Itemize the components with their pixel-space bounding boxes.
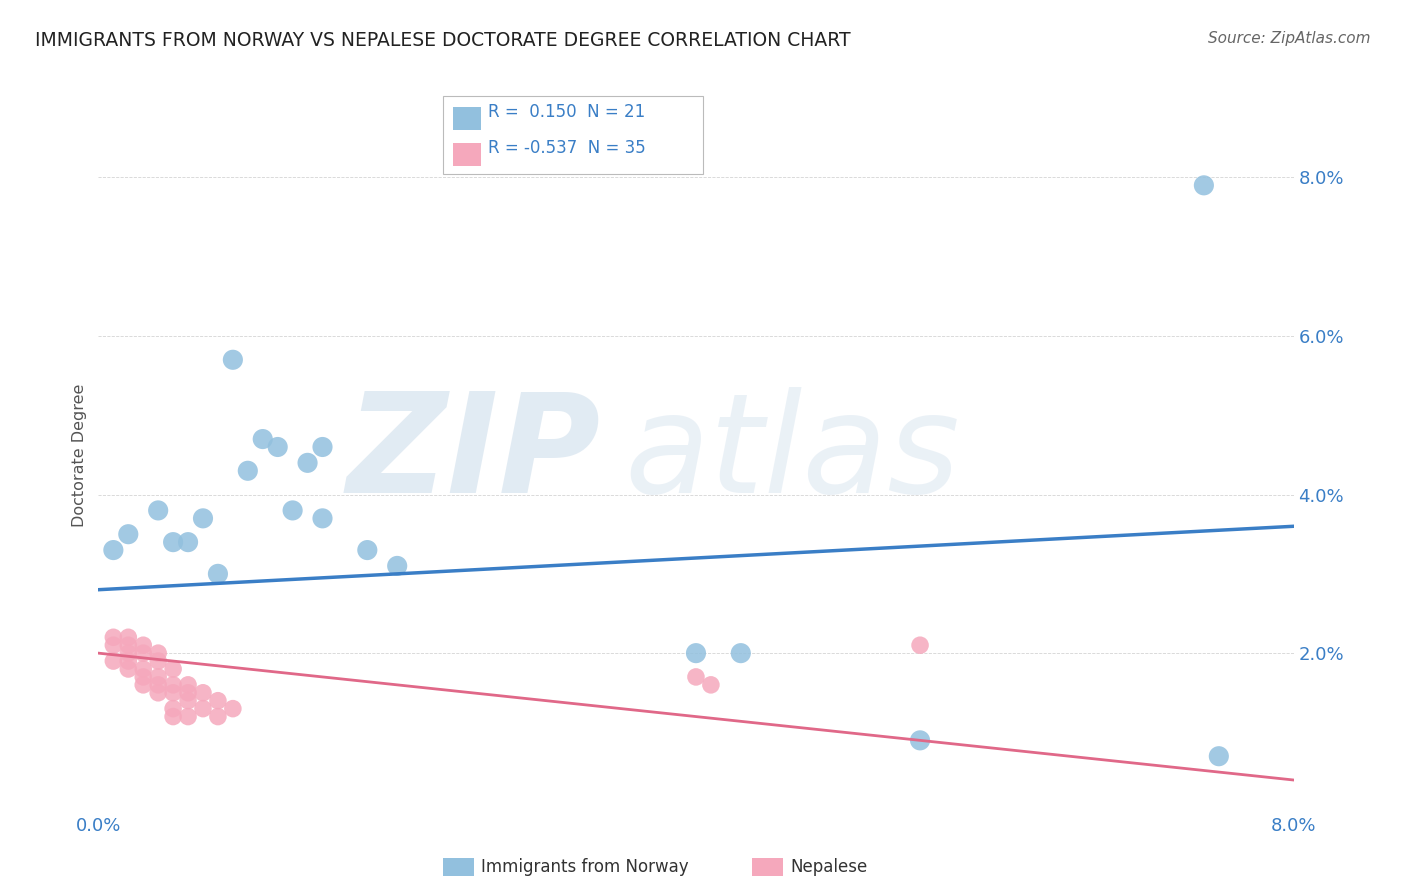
Point [132, 670, 155, 684]
Point [908, 733, 931, 747]
Point [177, 686, 200, 700]
Text: IMMIGRANTS FROM NORWAY VS NEPALESE DOCTORATE DEGREE CORRELATION CHART: IMMIGRANTS FROM NORWAY VS NEPALESE DOCTO… [35, 31, 851, 50]
Point [222, 701, 245, 715]
Point [191, 701, 214, 715]
Point [148, 686, 170, 700]
Point [162, 678, 184, 692]
Text: R =  0.150  N = 21: R = 0.150 N = 21 [488, 103, 645, 121]
Point [730, 646, 752, 660]
Y-axis label: Doctorate Degree: Doctorate Degree [72, 384, 87, 526]
Text: R = -0.537  N = 35: R = -0.537 N = 35 [488, 139, 645, 157]
Text: Immigrants from Norway: Immigrants from Norway [481, 858, 689, 876]
Point [297, 456, 319, 470]
Point [236, 464, 259, 478]
Point [132, 646, 155, 660]
Point [177, 535, 200, 549]
Point [1192, 178, 1215, 193]
Point [908, 638, 931, 652]
Point [132, 662, 155, 676]
Point [685, 670, 707, 684]
Point [685, 646, 707, 660]
Point [177, 694, 200, 708]
Point [311, 511, 333, 525]
Point [281, 503, 304, 517]
Text: Nepalese: Nepalese [790, 858, 868, 876]
Point [207, 709, 229, 723]
Point [177, 678, 200, 692]
Point [117, 527, 139, 541]
Point [103, 543, 125, 558]
Point [148, 654, 170, 668]
Point [1208, 749, 1230, 764]
Point [148, 503, 170, 517]
Point [191, 511, 214, 525]
Point [162, 709, 184, 723]
Point [117, 638, 139, 652]
Point [252, 432, 274, 446]
Point [103, 630, 125, 644]
Point [148, 646, 170, 660]
Point [132, 678, 155, 692]
Point [162, 701, 184, 715]
Point [117, 630, 139, 644]
Point [191, 686, 214, 700]
Point [103, 654, 125, 668]
Point [117, 646, 139, 660]
Point [162, 662, 184, 676]
Point [207, 566, 229, 581]
Point [103, 638, 125, 652]
Point [311, 440, 333, 454]
Point [117, 654, 139, 668]
Text: atlas: atlas [624, 387, 960, 523]
Point [162, 686, 184, 700]
Point [148, 670, 170, 684]
Text: Source: ZipAtlas.com: Source: ZipAtlas.com [1208, 31, 1371, 46]
Point [177, 709, 200, 723]
Point [356, 543, 378, 558]
Point [385, 558, 409, 573]
Point [162, 535, 184, 549]
Point [148, 678, 170, 692]
Point [207, 694, 229, 708]
Text: ZIP: ZIP [346, 387, 600, 523]
Point [267, 440, 290, 454]
Point [700, 678, 723, 692]
Point [117, 662, 139, 676]
Point [132, 638, 155, 652]
Point [222, 352, 245, 367]
